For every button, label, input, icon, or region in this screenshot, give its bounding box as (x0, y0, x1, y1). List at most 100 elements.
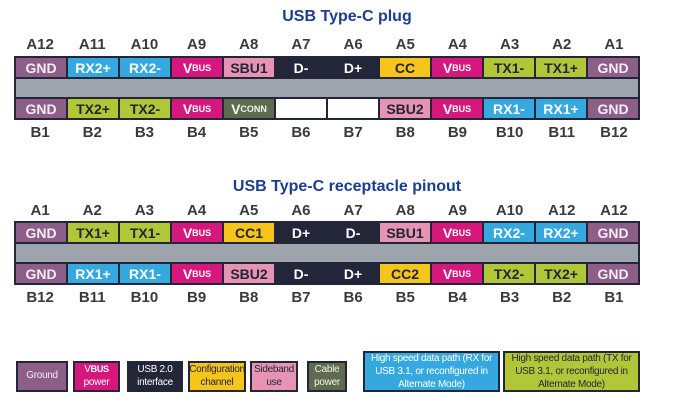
pin-cell-CC: CC (380, 58, 430, 77)
pin-number-label: A9 (447, 202, 467, 219)
pin-number-label: A7 (343, 202, 363, 219)
pin-cell-TX2-: TX2- (484, 264, 534, 283)
pin-cell-SBU1: SBU1 (380, 223, 430, 242)
pin-number-label: A3 (499, 36, 520, 53)
plug-connector: GND RX2+ RX2- V BUS SBU1 D- D+ CC V BUS TX1- TX1+ GND… (14, 56, 640, 120)
pin-number-label: B8 (395, 124, 415, 141)
pin-cell-SBU1: SBU1 (224, 58, 274, 77)
plug-top-pin-numbers: A12 A11 A10 A9 A8 A7 A6 A5 A4 A3 A2 A1 (14, 36, 640, 54)
pin-number-label: B1 (30, 124, 50, 141)
legend-item-vbus: VBUS power (73, 361, 120, 392)
pin-number-label: B11 (548, 124, 576, 141)
pin-number-label: B7 (291, 289, 311, 306)
legend-item-label: Cable power (314, 364, 340, 388)
pin-number-label: B4 (447, 289, 467, 306)
receptacle-row-b: GND RX1+ RX1- V BUS SBU2 D- D+ CC2 V BUS TX2- TX2+ GN… (16, 264, 638, 283)
pin-cell-D+: D+ (328, 58, 378, 77)
pin-number-label: A4 (186, 202, 207, 219)
legend-item-label: Ground (26, 370, 58, 382)
plug-row-b: GND TX2+ TX2- V BUS V CONN SBU2 V BUS RX1- RX1+ GND (16, 99, 638, 118)
pin-cell-VBUS: V BUS (172, 264, 222, 283)
pin-cell-TX2+: TX2+ (536, 264, 586, 283)
pin-number-label: A11 (78, 36, 106, 53)
legend-item-label: Configuration channel (189, 364, 245, 388)
pin-number-label: B2 (82, 124, 102, 141)
pin-number-label: B3 (499, 289, 520, 306)
pin-number-label: A7 (291, 36, 311, 53)
legend-item-sideband: Sideband use (250, 361, 298, 392)
legend-item-cc: Configuration channel (188, 361, 246, 392)
pin-cell-VBUS: V BUS (432, 264, 482, 283)
legend-item-vconn: Cable power (307, 361, 347, 392)
pin-cell-VBUS: V BUS (172, 99, 222, 118)
pin-number-label: B5 (239, 124, 259, 141)
pin-number-label: B5 (395, 289, 415, 306)
pin-cell-TX2+: TX2+ (68, 99, 118, 118)
pin-number-label: B6 (343, 289, 363, 306)
pin-number-label: B1 (604, 289, 624, 306)
pin-cell-D-: D- (276, 58, 326, 77)
receptacle-bottom-pin-numbers: B12 B11 B10 B9 B8 B7 B6 B5 B4 B3 B2 B1 (14, 289, 640, 307)
pin-number-label: A12 (547, 202, 576, 219)
pin-number-label: B3 (134, 124, 154, 141)
pin-number-label: B10 (130, 289, 159, 306)
pin-number-label: A10 (495, 202, 524, 219)
pin-cell-blank (328, 99, 378, 118)
pin-number-label: A1 (30, 202, 50, 219)
pin-cell-D-: D- (328, 223, 378, 242)
pin-number-label: A6 (291, 202, 311, 219)
pin-number-label: A6 (343, 36, 363, 53)
pin-cell-VBUS: V BUS (432, 223, 482, 242)
pin-number-label: B4 (186, 124, 207, 141)
receptacle-top-pin-numbers: A1 A2 A3 A4 A5 A6 A7 A8 A9 A10 A12 A12 (14, 202, 640, 220)
pin-number-label: B2 (552, 289, 572, 306)
legend-item-hs-tx: High speed data path (TX for USB 3.1, or… (503, 351, 640, 392)
pin-number-label: A1 (604, 36, 624, 53)
pin-cell-CC1: CC1 (224, 223, 274, 242)
pin-cell-RX2+: RX2+ (536, 223, 586, 242)
pin-number-label: A5 (395, 36, 415, 53)
pin-cell-TX1-: TX1- (120, 223, 170, 242)
pin-number-label: A9 (186, 36, 207, 53)
pin-number-label: A2 (552, 36, 572, 53)
pin-cell-GND: GND (588, 264, 638, 283)
legend-item-usb2: USB 2.0 interface (127, 361, 183, 392)
legend-item-label: USB 2.0 interface (137, 364, 173, 388)
plug-title: USB Type-C plug (282, 8, 412, 25)
legend: Ground VBUS power USB 2.0 interface Configu… (16, 351, 640, 392)
pin-cell-RX1+: RX1+ (68, 264, 118, 283)
pin-cell-RX1-: RX1- (120, 264, 170, 283)
pin-number-label: B9 (447, 124, 467, 141)
pin-cell-CC2: CC2 (380, 264, 430, 283)
pin-cell-VBUS: V BUS (172, 58, 222, 77)
pin-number-label: A5 (239, 202, 259, 219)
pin-number-label: A2 (82, 202, 102, 219)
pin-cell-GND: GND (588, 223, 638, 242)
pin-number-label: B12 (26, 289, 54, 306)
receptacle-body-bar (16, 244, 638, 262)
legend-item-label: VBUS power (83, 364, 110, 388)
pin-cell-GND: GND (16, 99, 66, 118)
pin-cell-RX2+: RX2+ (68, 58, 118, 77)
pin-number-label: A10 (130, 36, 159, 53)
pin-cell-SBU2: SBU2 (380, 99, 430, 118)
pin-number-label: A4 (447, 36, 467, 53)
pin-cell-VBUS: V BUS (432, 99, 482, 118)
pin-cell-D-: D- (276, 264, 326, 283)
pin-number-label: B9 (186, 289, 207, 306)
pin-cell-RX2-: RX2- (484, 223, 534, 242)
pin-cell-TX2-: TX2- (120, 99, 170, 118)
legend-item-label: Sideband use (254, 364, 294, 388)
pin-number-label: A3 (134, 202, 154, 219)
pin-cell-TX1+: TX1+ (68, 223, 118, 242)
pin-number-label: B11 (78, 289, 106, 306)
legend-item-ground: Ground (16, 361, 68, 392)
pin-number-label: B7 (343, 124, 363, 141)
receptacle-title: USB Type-C receptacle pinout (232, 178, 462, 195)
pin-cell-VBUS: V BUS (432, 58, 482, 77)
pin-cell-GND: GND (16, 58, 66, 77)
pin-cell-GND: GND (16, 264, 66, 283)
receptacle-connector: GND TX1+ TX1- V BUS CC1 D+ D- SBU1 V BUS RX2- RX2+ GN… (14, 221, 640, 285)
pin-number-label: A8 (239, 36, 259, 53)
plug-bottom-pin-numbers: B1 B2 B3 B4 B5 B6 B7 B8 B9 B10 B11 B12 (14, 124, 640, 142)
